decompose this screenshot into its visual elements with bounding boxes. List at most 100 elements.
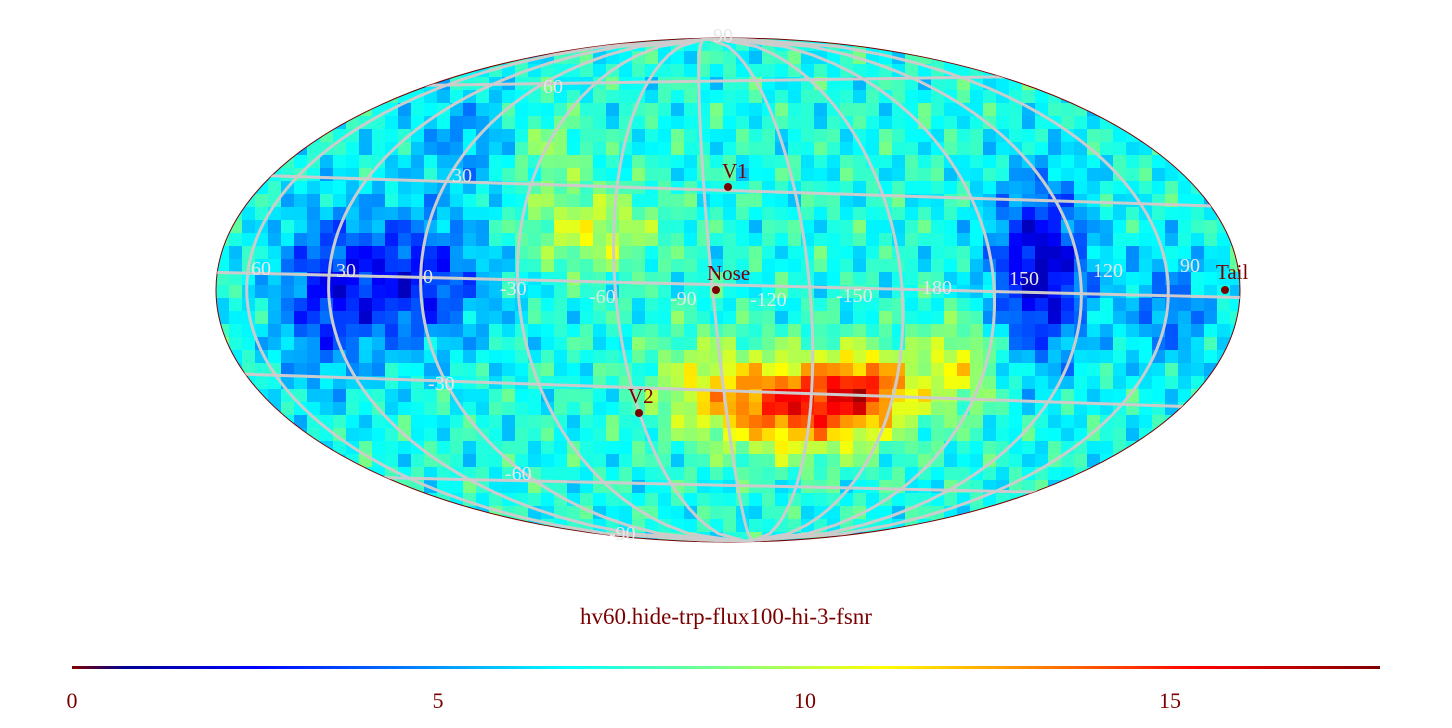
flux-pixel [333, 428, 347, 442]
flux-pixel [736, 441, 750, 455]
marker-v2-dot[interactable] [635, 409, 643, 417]
flux-pixel [970, 506, 984, 520]
flux-pixel [307, 181, 321, 195]
flux-pixel [398, 246, 412, 260]
flux-pixel [1178, 324, 1192, 338]
flux-pixel [684, 350, 698, 364]
flux-pixel [788, 337, 802, 351]
flux-pixel [307, 298, 321, 312]
flux-pixel [216, 298, 230, 312]
flux-pixel [697, 155, 711, 169]
flux-pixel [1204, 272, 1218, 286]
flux-pixel [632, 77, 646, 91]
flux-pixel [619, 103, 633, 117]
flux-pixel [372, 389, 386, 403]
flux-pixel [840, 220, 854, 234]
flux-pixel [697, 259, 711, 273]
flux-pixel [294, 402, 308, 416]
flux-pixel [1100, 298, 1114, 312]
flux-pixel [1022, 454, 1036, 468]
flux-pixel [1022, 441, 1036, 455]
flux-pixel [450, 116, 464, 130]
flux-pixel [827, 259, 841, 273]
flux-pixel [996, 506, 1010, 520]
flux-pixel [1061, 337, 1075, 351]
flux-pixel [294, 428, 308, 442]
flux-pixel [619, 64, 633, 78]
flux-pixel [216, 233, 230, 247]
flux-pixel [489, 389, 503, 403]
flux-pixel [567, 103, 581, 117]
flux-pixel [255, 181, 269, 195]
flux-pixel [1178, 363, 1192, 377]
flux-pixel [1113, 311, 1127, 325]
flux-pixel [580, 168, 594, 182]
flux-pixel [320, 454, 334, 468]
flux-pixel [775, 64, 789, 78]
flux-pixel [931, 142, 945, 156]
marker-v1[interactable]: V1 [722, 159, 748, 191]
flux-pixel [957, 272, 971, 286]
marker-nose-dot[interactable] [712, 286, 720, 294]
flux-pixel [996, 181, 1010, 195]
flux-pixel [1113, 155, 1127, 169]
flux-pixel [606, 142, 620, 156]
flux-pixel [749, 402, 763, 416]
flux-pixel [476, 90, 490, 104]
flux-pixel [697, 350, 711, 364]
flux-pixel [697, 506, 711, 520]
marker-tail[interactable]: Tail [1216, 260, 1249, 294]
flux-pixel [840, 350, 854, 364]
flux-pixel [1178, 337, 1192, 351]
flux-pixel [814, 350, 828, 364]
flux-pixel [255, 389, 269, 403]
flux-pixel [463, 181, 477, 195]
flux-pixel [788, 415, 802, 429]
marker-nose[interactable]: Nose [707, 261, 750, 294]
flux-pixel [996, 350, 1010, 364]
flux-pixel [411, 493, 425, 507]
flux-pixel [632, 233, 646, 247]
flux-pixel [580, 415, 594, 429]
marker-v2[interactable]: V2 [628, 384, 654, 417]
marker-v1-dot[interactable] [724, 183, 732, 191]
flux-pixel [1165, 363, 1179, 377]
lon-label-minus-60: -60 [589, 286, 616, 308]
flux-pixel [827, 116, 841, 130]
mollweide-sky-map[interactable]: 90 60 30 -30 -60 -90 60 30 0 -30 -60 -90… [0, 0, 1452, 600]
flux-pixel [1087, 129, 1101, 143]
flux-pixel [723, 142, 737, 156]
flux-pixel [476, 350, 490, 364]
flux-pixel [1230, 259, 1240, 273]
flux-pixel [1113, 194, 1127, 208]
meridian-line [612, 38, 749, 542]
flux-pixel [372, 311, 386, 325]
marker-tail-dot[interactable] [1221, 286, 1229, 294]
flux-pixel [528, 493, 542, 507]
flux-pixel [593, 155, 607, 169]
lon-label-0: 0 [423, 266, 433, 288]
flux-pixel [1022, 376, 1036, 390]
flux-pixel [1035, 454, 1049, 468]
flux-pixel [489, 493, 503, 507]
flux-pixel [437, 454, 451, 468]
flux-pixel [489, 467, 503, 481]
flux-pixel [1230, 285, 1240, 299]
parallel-line [216, 371, 1240, 410]
flux-pixel [944, 493, 958, 507]
flux-pixel [424, 402, 438, 416]
flux-pixel [1217, 324, 1231, 338]
flux-pixel [957, 194, 971, 208]
flux-pixel [723, 298, 737, 312]
lon-label-30: 30 [336, 260, 356, 282]
flux-pixel [1035, 376, 1049, 390]
flux-pixel [788, 298, 802, 312]
flux-pixel [697, 467, 711, 481]
flux-pixel [268, 181, 282, 195]
flux-pixel [879, 467, 893, 481]
flux-pixel [632, 207, 646, 221]
flux-pixel [697, 207, 711, 221]
flux-pixel [1152, 168, 1166, 182]
flux-pixel [1048, 350, 1062, 364]
flux-pixel [463, 103, 477, 117]
